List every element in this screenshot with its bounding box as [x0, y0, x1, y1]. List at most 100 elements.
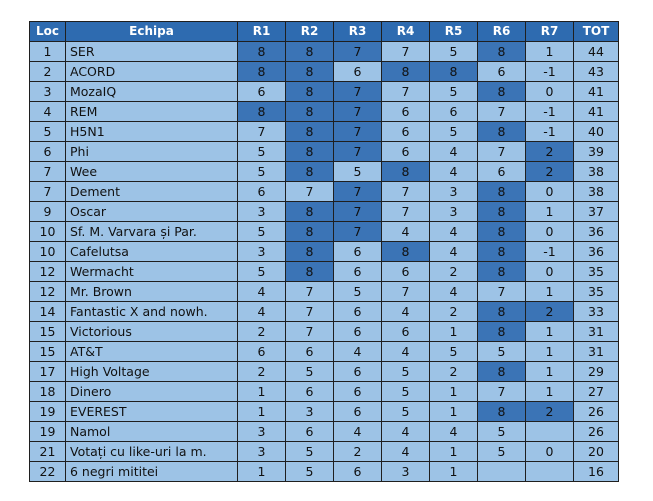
round-7-score-cell: 2	[525, 401, 574, 422]
round-6-score-cell: 7	[477, 281, 526, 302]
round-5-score-cell: 5	[429, 81, 478, 102]
rank-cell: 18	[29, 381, 66, 402]
team-name-cell: H5N1	[65, 121, 238, 142]
round-4-score-cell: 6	[381, 261, 430, 282]
table-row: 15 AT&T 6 6 4 4 5 5 1 31	[29, 341, 619, 362]
round-5-score-cell: 1	[429, 441, 478, 462]
round-1-score-cell: 5	[237, 161, 286, 182]
total-cell: 27	[573, 381, 619, 402]
round-7-score-cell: 0	[525, 181, 574, 202]
total-cell: 41	[573, 81, 619, 102]
round-2-score-cell: 6	[285, 341, 334, 362]
round-2-score-cell: 7	[285, 281, 334, 302]
total-cell: 40	[573, 121, 619, 142]
team-name-cell: Wee	[65, 161, 238, 182]
round-6-score-cell: 8	[477, 221, 526, 242]
table-row: 21 Votați cu like-uri la m. 3 5 2 4 1 5 0 20	[29, 441, 619, 462]
team-name-cell: Oscar	[65, 201, 238, 222]
round-5-score-cell: 5	[429, 41, 478, 62]
round-3-score-cell: 6	[333, 261, 382, 282]
team-name-cell: Victorious	[65, 321, 238, 342]
table-row: 12 Wermacht 5 8 6 6 2 8 0 35	[29, 261, 619, 282]
round-2-score-cell: 8	[285, 141, 334, 162]
round-7-score-cell: -1	[525, 241, 574, 262]
rank-cell: 10	[29, 221, 66, 242]
rank-cell: 1	[29, 41, 66, 62]
round-5-score-cell: 4	[429, 161, 478, 182]
total-cell: 44	[573, 41, 619, 62]
table-row: 6 Phi 5 8 7 6 4 7 2 39	[29, 141, 619, 162]
round-2-score-cell: 5	[285, 361, 334, 382]
round-3-score-cell: 7	[333, 101, 382, 122]
round-7-score-cell: 1	[525, 281, 574, 302]
round-6-score-cell: 6	[477, 161, 526, 182]
round-7-score-cell: 1	[525, 381, 574, 402]
round-6-score-cell: 7	[477, 381, 526, 402]
round-7-score-cell: 1	[525, 321, 574, 342]
team-name-cell: MozaIQ	[65, 81, 238, 102]
round-3-score-cell: 7	[333, 121, 382, 142]
round-7-score-cell: 0	[525, 221, 574, 242]
round-6-score-cell: 6	[477, 61, 526, 82]
round-1-score-cell: 3	[237, 241, 286, 262]
round-3-score-cell: 6	[333, 401, 382, 422]
round-7-score-cell: 2	[525, 141, 574, 162]
round-3-score-cell: 7	[333, 201, 382, 222]
team-name-cell: Votați cu like-uri la m.	[65, 441, 238, 462]
round-3-score-cell: 7	[333, 141, 382, 162]
team-name-cell: AT&T	[65, 341, 238, 362]
round-3-score-cell: 2	[333, 441, 382, 462]
table-row: 10 Cafelutsa 3 8 6 8 4 8 -1 36	[29, 241, 619, 262]
round-7-score-cell: 0	[525, 441, 574, 462]
round-3-score-cell: 5	[333, 161, 382, 182]
round-1-score-cell: 5	[237, 221, 286, 242]
round-3-score-cell: 6	[333, 301, 382, 322]
round-7-score-cell: 1	[525, 361, 574, 382]
round-6-score-cell: 8	[477, 401, 526, 422]
round-1-score-cell: 8	[237, 101, 286, 122]
round-3-score-cell: 5	[333, 281, 382, 302]
round-6-score-cell: 7	[477, 101, 526, 122]
table-row: 3 MozaIQ 6 8 7 7 5 8 0 41	[29, 81, 619, 102]
rank-cell: 7	[29, 181, 66, 202]
rank-cell: 3	[29, 81, 66, 102]
header-r4: R4	[381, 21, 430, 42]
table-row: 10 Sf. M. Varvara și Par. 5 8 7 4 4 8 0 36	[29, 221, 619, 242]
round-5-score-cell: 2	[429, 301, 478, 322]
round-4-score-cell: 7	[381, 201, 430, 222]
round-2-score-cell: 8	[285, 41, 334, 62]
team-name-cell: REM	[65, 101, 238, 122]
round-3-score-cell: 7	[333, 41, 382, 62]
round-5-score-cell: 6	[429, 101, 478, 122]
team-name-cell: High Voltage	[65, 361, 238, 382]
header-r3: R3	[333, 21, 382, 42]
total-cell: 35	[573, 281, 619, 302]
rank-cell: 6	[29, 141, 66, 162]
round-4-score-cell: 6	[381, 321, 430, 342]
round-1-score-cell: 3	[237, 421, 286, 442]
total-cell: 43	[573, 61, 619, 82]
rank-cell: 17	[29, 361, 66, 382]
round-1-score-cell: 1	[237, 381, 286, 402]
total-cell: 39	[573, 141, 619, 162]
round-2-score-cell: 5	[285, 441, 334, 462]
round-6-score-cell: 8	[477, 121, 526, 142]
round-4-score-cell: 7	[381, 81, 430, 102]
round-5-score-cell: 5	[429, 121, 478, 142]
round-5-score-cell: 1	[429, 321, 478, 342]
round-6-score-cell: 8	[477, 321, 526, 342]
round-4-score-cell: 7	[381, 41, 430, 62]
rank-cell: 19	[29, 401, 66, 422]
round-6-score-cell: 8	[477, 41, 526, 62]
round-1-score-cell: 7	[237, 121, 286, 142]
round-2-score-cell: 8	[285, 101, 334, 122]
rank-cell: 14	[29, 301, 66, 322]
rank-cell: 4	[29, 101, 66, 122]
round-1-score-cell: 4	[237, 301, 286, 322]
header-echipa: Echipa	[65, 21, 238, 42]
team-name-cell: Mr. Brown	[65, 281, 238, 302]
round-3-score-cell: 6	[333, 381, 382, 402]
round-2-score-cell: 8	[285, 201, 334, 222]
header-loc: Loc	[29, 21, 66, 42]
table-row: 4 REM 8 8 7 6 6 7 -1 41	[29, 101, 619, 122]
